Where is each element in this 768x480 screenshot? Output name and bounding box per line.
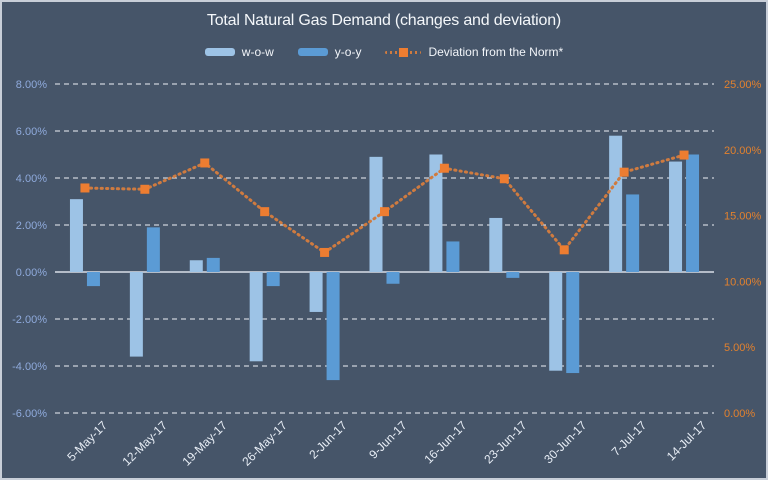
bar-wow-10 bbox=[669, 161, 683, 272]
x-axis-label: 5-May-17 bbox=[64, 418, 110, 464]
bar-wow-8 bbox=[549, 272, 563, 371]
deviation-marker-5 bbox=[380, 207, 389, 217]
left-axis-tick-label: 8.00% bbox=[16, 79, 47, 91]
deviation-marker-2 bbox=[200, 158, 210, 168]
bar-wow-6 bbox=[429, 154, 443, 272]
legend-label-yoy: y-o-y bbox=[334, 45, 362, 59]
bar-yoy-2 bbox=[206, 257, 220, 272]
bar-wow-1 bbox=[129, 272, 143, 357]
bar-wow-2 bbox=[189, 260, 203, 272]
bar-wow-3 bbox=[249, 272, 263, 362]
deviation-marker-10 bbox=[679, 150, 689, 160]
deviation-marker-4 bbox=[320, 247, 330, 257]
left-axis-tick-label: 6.00% bbox=[16, 126, 47, 138]
right-axis-tick-label: 20.00% bbox=[724, 145, 762, 157]
right-axis-tick-label: 0.00% bbox=[724, 408, 755, 420]
bar-wow-4 bbox=[309, 272, 323, 312]
bar-yoy-0 bbox=[86, 272, 100, 287]
legend-swatch-yoy bbox=[297, 48, 328, 56]
bar-wow-7 bbox=[489, 217, 503, 272]
x-axis-label: 9-Jun-17 bbox=[366, 418, 410, 462]
bar-yoy-6 bbox=[446, 241, 460, 272]
legend-item-yoy: y-o-y bbox=[297, 45, 362, 59]
legend-label-deviation: Deviation from the Norm* bbox=[428, 45, 564, 59]
x-axis-label: 23-Jun-17 bbox=[481, 418, 529, 466]
deviation-marker-8 bbox=[559, 245, 569, 255]
x-axis-label: 16-Jun-17 bbox=[421, 418, 469, 466]
bar-yoy-8 bbox=[566, 272, 580, 374]
legend-square-marker-icon bbox=[399, 47, 409, 57]
left-axis-tick-label: 0.00% bbox=[16, 267, 47, 279]
legend-label-wow: w-o-w bbox=[241, 45, 274, 59]
chart-legend: w-o-w y-o-y Deviation from the Norm* bbox=[2, 45, 766, 59]
deviation-marker-7 bbox=[499, 174, 509, 184]
legend-swatch-wow bbox=[204, 48, 235, 56]
x-axis-label: 26-May-17 bbox=[239, 418, 290, 469]
bar-yoy-7 bbox=[506, 272, 520, 278]
legend-item-deviation: Deviation from the Norm* bbox=[385, 45, 563, 59]
x-axis-label: 2-Jun-17 bbox=[306, 418, 350, 462]
x-axis-label: 30-Jun-17 bbox=[541, 418, 589, 466]
legend-swatch-deviation-dotted-line-icon bbox=[385, 47, 422, 57]
x-axis-label: 14-Jul-17 bbox=[664, 418, 710, 464]
deviation-marker-9 bbox=[619, 167, 629, 177]
bar-yoy-4 bbox=[326, 272, 340, 381]
bar-yoy-9 bbox=[626, 194, 640, 272]
left-axis-tick-label: 2.00% bbox=[16, 220, 47, 232]
left-axis-tick-label: -4.00% bbox=[12, 361, 47, 373]
bar-wow-5 bbox=[369, 156, 383, 272]
deviation-marker-0 bbox=[80, 183, 90, 193]
right-axis-tick-label: 25.00% bbox=[724, 79, 762, 91]
x-axis-label: 12-May-17 bbox=[120, 418, 171, 469]
bar-wow-9 bbox=[609, 135, 623, 272]
right-axis-tick-label: 5.00% bbox=[724, 342, 755, 354]
deviation-marker-1 bbox=[140, 184, 150, 194]
bar-yoy-3 bbox=[266, 272, 280, 287]
deviation-marker-3 bbox=[260, 207, 270, 217]
right-axis-tick-label: 15.00% bbox=[724, 211, 762, 223]
bar-wow-0 bbox=[69, 199, 83, 272]
deviation-marker-6 bbox=[439, 163, 449, 173]
deviation-line bbox=[83, 153, 686, 255]
chart-title: Total Natural Gas Demand (changes and de… bbox=[206, 12, 562, 29]
right-axis-tick-label: 10.00% bbox=[724, 276, 762, 288]
x-axis-label: 19-May-17 bbox=[179, 418, 230, 469]
x-axis-label: 7-Jul-17 bbox=[609, 418, 650, 459]
left-axis-tick-label: -2.00% bbox=[12, 314, 47, 326]
left-axis-tick-label: 4.00% bbox=[16, 173, 47, 185]
bar-yoy-10 bbox=[686, 154, 700, 272]
legend-item-wow: w-o-w bbox=[204, 45, 274, 59]
bar-yoy-5 bbox=[386, 272, 400, 284]
left-axis-tick-label: -6.00% bbox=[12, 408, 47, 420]
bar-yoy-1 bbox=[146, 227, 160, 272]
